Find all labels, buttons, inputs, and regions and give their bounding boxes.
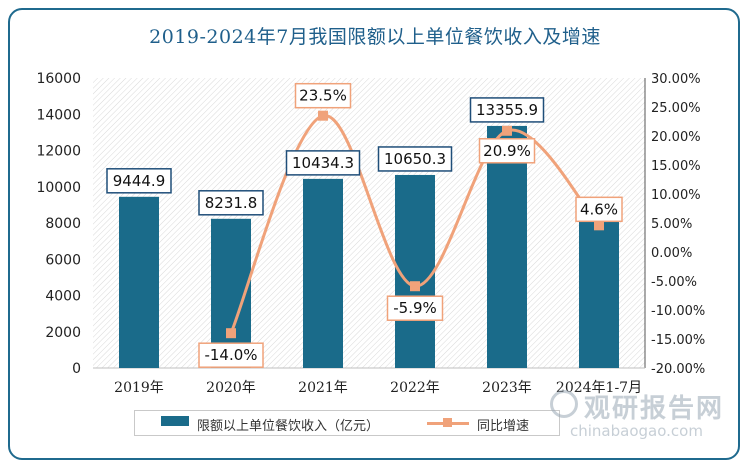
bar bbox=[487, 125, 527, 368]
bar-value-label: 8231.8 bbox=[205, 194, 258, 212]
y-right-tick-label: -5.00% bbox=[651, 275, 697, 290]
bar bbox=[119, 196, 159, 368]
legend-line-marker bbox=[443, 418, 452, 427]
bar bbox=[579, 208, 619, 368]
y-left-tick-label: 10000 bbox=[36, 180, 81, 196]
y-right-tick-label: -15.00% bbox=[651, 333, 705, 348]
bar-value-label-box bbox=[198, 190, 264, 216]
growth-marker bbox=[502, 125, 512, 136]
y-right-tick-label: -20.00% bbox=[651, 362, 705, 377]
y-right-tick-label: 30.00% bbox=[651, 72, 701, 87]
y-right-tick-label: 0.00% bbox=[651, 246, 692, 261]
chart-title: 2019-2024年7月我国限额以上单位餐饮收入及增速 bbox=[149, 26, 601, 48]
line-value-label-box bbox=[386, 295, 444, 321]
watermark-logo-icon bbox=[550, 390, 578, 418]
y-left-tick-label: 12000 bbox=[36, 144, 81, 160]
y-right-tick-label: 5.00% bbox=[651, 217, 692, 232]
y-left-tick-label: 16000 bbox=[36, 71, 81, 87]
plot-area bbox=[93, 78, 645, 368]
y-right-tick-label: -10.00% bbox=[651, 304, 705, 319]
x-tick-label: 2019年 bbox=[114, 380, 164, 396]
line-value-label-box bbox=[198, 342, 264, 368]
x-tick-label: 2024年1-7月 bbox=[556, 380, 642, 396]
growth-marker bbox=[410, 281, 420, 292]
x-tick-label: 2023年 bbox=[482, 380, 532, 396]
y-left-tick-label: 6000 bbox=[45, 252, 81, 268]
y-left-tick-label: 8000 bbox=[45, 216, 81, 232]
y-left-tick-label: 14000 bbox=[36, 107, 81, 123]
bar-value-label-box bbox=[469, 97, 545, 123]
line-value-label: -14.0% bbox=[204, 346, 257, 364]
x-tick-label: 2022年 bbox=[390, 380, 440, 396]
y-right-tick-label: 20.00% bbox=[651, 130, 701, 145]
bar bbox=[395, 174, 435, 368]
line-value-label: -5.9% bbox=[393, 299, 437, 317]
growth-marker bbox=[594, 220, 604, 231]
x-tick-label: 2021年 bbox=[298, 380, 348, 396]
line-value-label: 20.9% bbox=[483, 142, 531, 160]
y-left-tick-label: 2000 bbox=[45, 325, 81, 341]
bar-value-label: 9444.9 bbox=[113, 172, 166, 190]
legend-bar-swatch bbox=[161, 416, 189, 426]
watermark-url: chinabaogao.com bbox=[570, 422, 703, 440]
growth-marker bbox=[318, 110, 328, 121]
watermark-brand: 观研报告网 bbox=[584, 394, 725, 424]
watermark: 观研报告网 chinabaogao.com bbox=[548, 388, 738, 444]
bar-value-label: 10434.3 bbox=[292, 154, 354, 172]
bar-value-label-box bbox=[106, 168, 172, 194]
line-value-label: 23.5% bbox=[299, 87, 347, 105]
line-value-label-box bbox=[478, 138, 536, 164]
y-left-tick-label: 0 bbox=[72, 361, 81, 377]
bar-value-label: 10650.3 bbox=[384, 150, 446, 168]
line-value-label: 4.6% bbox=[580, 200, 618, 218]
bar-value-label-box bbox=[285, 150, 361, 176]
y-left-tick-label: 4000 bbox=[45, 289, 81, 305]
bar bbox=[303, 178, 343, 368]
growth-marker bbox=[226, 328, 236, 339]
y-right-tick-label: 25.00% bbox=[651, 101, 701, 116]
legend-line-label: 同比增速 bbox=[477, 419, 530, 434]
y-right-tick-label: 15.00% bbox=[651, 159, 701, 174]
line-value-label-box bbox=[575, 196, 623, 223]
bar-value-label-box bbox=[377, 146, 453, 172]
line-value-label-box bbox=[294, 82, 352, 109]
bar-value-label: 13355.9 bbox=[476, 101, 538, 119]
x-tick-label: 2020年 bbox=[206, 380, 256, 396]
legend-bar-label: 限额以上单位餐饮收入（亿元） bbox=[197, 419, 380, 434]
y-right-tick-label: 10.00% bbox=[651, 188, 701, 203]
legend: 限额以上单位餐饮收入（亿元） 同比增速 bbox=[134, 410, 560, 436]
